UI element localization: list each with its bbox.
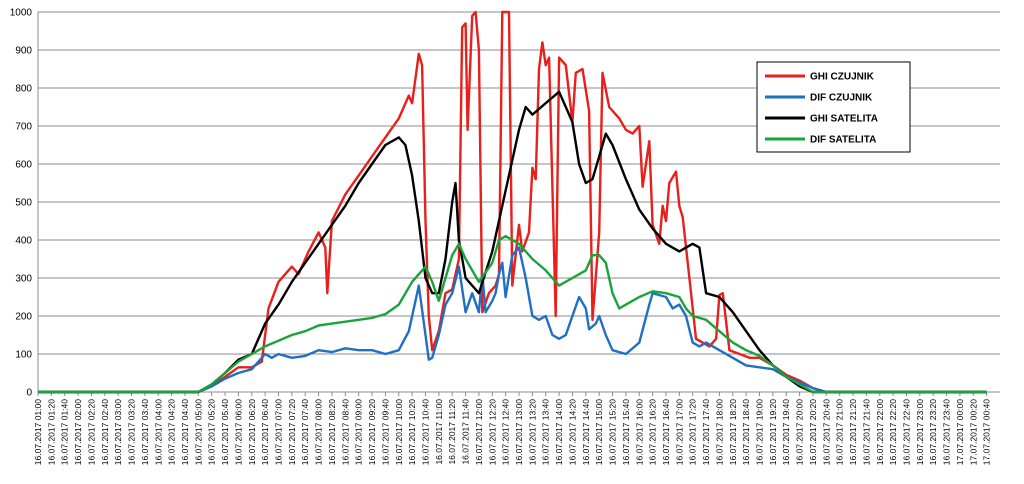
x-tick-label: 16.07.2017 06:00 <box>233 399 243 465</box>
x-tick-label: 16.07.2017 11:40 <box>461 399 471 465</box>
x-tick-label: 16.07.2017 20:40 <box>821 399 831 465</box>
x-tick-label: 16.07.2017 23:00 <box>915 399 925 465</box>
x-tick-label: 16.07.2017 11:20 <box>447 399 457 465</box>
x-tick-label: 16.07.2017 06:20 <box>247 399 257 465</box>
x-tick-label: 16.07.2017 11:00 <box>434 399 444 465</box>
x-tick-label: 16.07.2017 01:00 <box>33 399 43 465</box>
x-tick-label: 16.07.2017 21:00 <box>835 399 845 465</box>
x-tick-label: 16.07.2017 02:00 <box>73 399 83 465</box>
x-tick-label: 16.07.2017 07:40 <box>300 399 310 465</box>
x-tick-label: 16.07.2017 05:20 <box>207 399 217 465</box>
x-tick-label: 16.07.2017 03:00 <box>113 399 123 465</box>
x-tick-label: 16.07.2017 01:40 <box>60 399 70 465</box>
x-tick-label: 17.07.2017 00:40 <box>982 399 992 465</box>
x-tick-label: 16.07.2017 17:00 <box>674 399 684 465</box>
y-tick-label: 800 <box>15 84 32 95</box>
x-tick-label: 16.07.2017 08:20 <box>327 399 337 465</box>
series-line-ghi-czujnik <box>38 10 987 394</box>
x-tick-label: 16.07.2017 16:20 <box>648 399 658 465</box>
y-tick-label: 400 <box>15 236 32 247</box>
x-tick-label: 16.07.2017 09:20 <box>367 399 377 465</box>
x-tick-label: 16.07.2017 07:00 <box>274 399 284 465</box>
x-tick-label: 16.07.2017 04:40 <box>180 399 190 465</box>
x-tick-label: 16.07.2017 10:40 <box>420 399 430 465</box>
series-line-ghi-satelita <box>38 90 987 394</box>
legend-label: DIF CZUJNIK <box>810 93 873 104</box>
x-tick-label: 16.07.2017 12:40 <box>501 399 511 465</box>
x-tick-label: 16.07.2017 17:20 <box>688 399 698 465</box>
x-tick-label: 16.07.2017 05:00 <box>193 399 203 465</box>
x-tick-label: 16.07.2017 10:00 <box>394 399 404 465</box>
legend-label: GHI SATELITA <box>810 114 878 125</box>
x-tick-label: 16.07.2017 12:20 <box>487 399 497 465</box>
y-tick-label: 700 <box>15 122 32 133</box>
series-lines <box>38 10 987 394</box>
x-tick-label: 16.07.2017 14:20 <box>567 399 577 465</box>
x-tick-label: 16.07.2017 10:20 <box>407 399 417 465</box>
x-tick-label: 16.07.2017 19:40 <box>781 399 791 465</box>
x-tick-label: 16.07.2017 21:40 <box>861 399 871 465</box>
x-tick-label: 16.07.2017 02:40 <box>100 399 110 465</box>
x-tick-label: 16.07.2017 06:40 <box>260 399 270 465</box>
y-tick-label: 200 <box>15 312 32 323</box>
x-tick-label: 16.07.2017 23:40 <box>942 399 952 465</box>
x-tick-label: 16.07.2017 18:00 <box>714 399 724 465</box>
series-line-dif-satelita <box>38 235 987 394</box>
x-tick-label: 16.07.2017 20:20 <box>808 399 818 465</box>
x-tick-label: 16.07.2017 05:40 <box>220 399 230 465</box>
x-tick-label: 16.07.2017 14:40 <box>581 399 591 465</box>
x-tick-label: 16.07.2017 12:00 <box>474 399 484 465</box>
x-tick-label: 16.07.2017 08:40 <box>340 399 350 465</box>
x-tick-label: 16.07.2017 23:20 <box>928 399 938 465</box>
x-tick-label: 16.07.2017 09:00 <box>354 399 364 465</box>
x-tick-label: 16.07.2017 19:00 <box>755 399 765 465</box>
x-tick-label: 16.07.2017 16:00 <box>634 399 644 465</box>
x-tick-label: 16.07.2017 20:00 <box>795 399 805 465</box>
x-tick-label: 16.07.2017 01:20 <box>46 399 56 465</box>
x-tick-label: 16.07.2017 04:20 <box>167 399 177 465</box>
x-tick-label: 16.07.2017 15:40 <box>621 399 631 465</box>
x-tick-label: 16.07.2017 14:00 <box>554 399 564 465</box>
x-tick-label: 17.07.2017 00:20 <box>968 399 978 465</box>
x-tick-label: 16.07.2017 03:20 <box>127 399 137 465</box>
x-tick-label: 16.07.2017 21:20 <box>848 399 858 465</box>
x-tick-label: 16.07.2017 18:20 <box>728 399 738 465</box>
x-tick-label: 16.07.2017 18:40 <box>741 399 751 465</box>
y-tick-label: 100 <box>15 350 32 361</box>
y-tick-label: 0 <box>26 388 32 399</box>
x-tick-label: 16.07.2017 02:20 <box>86 399 96 465</box>
x-tick-label: 16.07.2017 13:20 <box>527 399 537 465</box>
x-tick-label: 16.07.2017 22:20 <box>888 399 898 465</box>
y-tick-label: 300 <box>15 274 32 285</box>
x-tick-label: 16.07.2017 15:20 <box>608 399 618 465</box>
x-tick-label: 16.07.2017 22:40 <box>901 399 911 465</box>
y-tick-label: 900 <box>15 46 32 57</box>
y-tick-label: 1000 <box>10 8 33 19</box>
legend-label: DIF SATELITA <box>810 135 876 146</box>
y-tick-label: 600 <box>15 160 32 171</box>
x-tick-label: 16.07.2017 09:40 <box>380 399 390 465</box>
x-tick-label: 16.07.2017 16:40 <box>661 399 671 465</box>
legend: GHI CZUJNIK DIF CZUJNIK GHI SATELITA DIF SA… <box>756 61 911 153</box>
x-tick-label: 16.07.2017 04:00 <box>153 399 163 465</box>
x-tick-label: 16.07.2017 07:20 <box>287 399 297 465</box>
x-tick-label: 16.07.2017 08:00 <box>314 399 324 465</box>
x-tick-label: 16.07.2017 13:40 <box>541 399 551 465</box>
x-tick-label: 16.07.2017 03:40 <box>140 399 150 465</box>
x-tick-label: 16.07.2017 17:40 <box>701 399 711 465</box>
x-tick-label: 16.07.2017 19:20 <box>768 399 778 465</box>
series-line-dif-czujnik <box>38 246 987 394</box>
y-tick-label: 500 <box>15 198 32 209</box>
x-tick-label: 16.07.2017 22:00 <box>875 399 885 465</box>
legend-label: GHI CZUJNIK <box>810 72 875 83</box>
x-tick-label: 16.07.2017 15:00 <box>594 399 604 465</box>
x-tick-label: 17.07.2017 00:00 <box>955 399 965 465</box>
x-tick-label: 16.07.2017 13:00 <box>514 399 524 465</box>
